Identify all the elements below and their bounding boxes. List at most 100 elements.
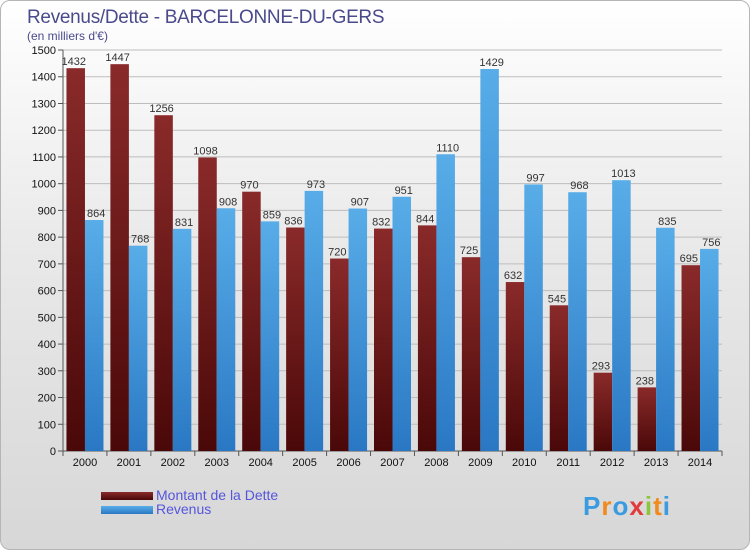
data-label-revenus-2005: 973 (307, 179, 325, 191)
legend-swatch-dette (101, 492, 153, 500)
data-label-dette-2010: 632 (504, 270, 522, 282)
bar-dette-2002 (154, 115, 173, 451)
bar-revenus-2007 (392, 196, 411, 451)
data-label-dette-2001: 1447 (105, 52, 129, 64)
bar-dette-2006 (330, 258, 349, 451)
chart-title: Revenus/Dette - BARCELONNE-DU-GERS (27, 7, 385, 28)
y-tick-label-800: 800 (38, 232, 56, 244)
data-label-dette-2012: 293 (592, 361, 610, 373)
bar-revenus-2000 (84, 220, 104, 451)
data-label-dette-2005: 836 (284, 216, 302, 228)
logo-letter: P (583, 491, 602, 521)
x-tick-label-2006: 2006 (336, 457, 360, 469)
data-label-revenus-2010: 997 (526, 172, 544, 184)
data-label-revenus-2006: 907 (351, 197, 369, 209)
data-label-revenus-2007: 951 (395, 185, 413, 197)
y-tick-label-1500: 1500 (32, 45, 56, 57)
data-label-dette-2000: 1432 (61, 56, 85, 68)
data-label-revenus-2004: 859 (263, 209, 281, 221)
bar-revenus-2001 (128, 245, 148, 451)
data-label-revenus-2003: 908 (219, 196, 237, 208)
bar-revenus-2009 (480, 68, 499, 452)
y-tick-label-100: 100 (38, 419, 56, 431)
bar-revenus-2012 (612, 180, 631, 451)
data-label-revenus-2002: 831 (175, 217, 193, 229)
bar-revenus-2008 (436, 154, 455, 451)
bar-dette-2003 (198, 157, 217, 451)
bar-dette-2008 (417, 225, 437, 451)
bar-dette-2011 (549, 305, 569, 451)
bar-revenus-2006 (348, 208, 368, 451)
x-tick-label-2005: 2005 (292, 457, 316, 469)
data-label-dette-2007: 832 (372, 217, 390, 229)
x-tick-label-2008: 2008 (424, 457, 448, 469)
y-tick-label-600: 600 (38, 286, 56, 298)
y-tick-label-1100: 1100 (32, 152, 56, 164)
y-tick-label-700: 700 (38, 259, 56, 271)
bar-revenus-2004 (260, 221, 280, 451)
data-label-revenus-2012: 1013 (611, 168, 635, 180)
proxiti-logo: Proxiti (583, 491, 671, 522)
y-tick-label-900: 900 (38, 205, 56, 217)
x-tick-label-2009: 2009 (468, 457, 492, 469)
x-tick-label-2004: 2004 (248, 457, 272, 469)
bar-revenus-2013 (656, 227, 675, 451)
data-label-dette-2009: 725 (460, 245, 478, 257)
logo-letter: x (629, 491, 645, 521)
bar-revenus-2011 (568, 192, 587, 452)
bar-dette-2007 (374, 228, 393, 451)
x-tick-label-2007: 2007 (380, 457, 404, 469)
bar-dette-2010 (505, 282, 525, 451)
x-tick-label-2014: 2014 (688, 457, 712, 469)
data-label-revenus-2000: 864 (87, 208, 105, 220)
data-label-dette-2003: 1098 (193, 145, 217, 157)
data-label-revenus-2014: 756 (702, 237, 720, 249)
x-tick-label-2013: 2013 (644, 457, 668, 469)
logo-letter: t (653, 491, 663, 521)
data-label-revenus-2011: 968 (570, 180, 588, 192)
x-tick-label-2010: 2010 (512, 457, 536, 469)
logo-letter: r (601, 491, 613, 521)
y-tick-label-0: 0 (50, 446, 56, 458)
data-label-revenus-2009: 1429 (479, 57, 503, 69)
bar-dette-2000 (66, 68, 85, 452)
data-label-dette-2013: 238 (636, 375, 654, 387)
data-label-dette-2008: 844 (416, 213, 434, 225)
legend-label-dette: Montant de la Dette (156, 487, 279, 503)
data-label-dette-2004: 970 (240, 180, 258, 192)
x-tick-label-2000: 2000 (73, 457, 97, 469)
logo-letter: i (662, 491, 671, 521)
bar-revenus-2002 (172, 228, 192, 451)
bar-dette-2013 (637, 387, 657, 451)
data-label-revenus-2013: 835 (658, 216, 676, 228)
y-tick-label-1300: 1300 (32, 98, 56, 110)
bar-dette-2012 (593, 372, 613, 451)
bar-revenus-2010 (524, 184, 543, 451)
chart-subtitle: (en milliers d'€) (27, 29, 108, 43)
bar-dette-2005 (286, 227, 305, 451)
bar-revenus-2005 (304, 190, 324, 451)
x-tick-label-2011: 2011 (556, 457, 580, 469)
y-tick-label-400: 400 (38, 339, 56, 351)
legend-swatch-revenus (101, 506, 153, 514)
logo-letter: i (644, 491, 654, 521)
data-label-revenus-2008: 1110 (436, 142, 459, 154)
legend-label-revenus: Revenus (156, 501, 212, 517)
y-tick-label-200: 200 (38, 393, 56, 405)
x-tick-label-2002: 2002 (161, 457, 185, 469)
data-label-dette-2006: 720 (328, 247, 346, 259)
y-tick-label-1000: 1000 (32, 179, 56, 191)
data-label-dette-2014: 695 (680, 253, 698, 265)
bar-dette-2014 (681, 265, 701, 451)
x-tick-label-2001: 2001 (117, 457, 141, 469)
y-tick-label-1400: 1400 (32, 72, 56, 84)
x-tick-label-2012: 2012 (600, 457, 624, 469)
bar-dette-2004 (242, 191, 261, 452)
bar-dette-2001 (110, 64, 129, 451)
data-label-dette-2002: 1256 (149, 103, 173, 115)
y-tick-label-1200: 1200 (32, 125, 56, 137)
bar-revenus-2003 (216, 208, 236, 451)
bar-revenus-2014 (700, 248, 719, 451)
